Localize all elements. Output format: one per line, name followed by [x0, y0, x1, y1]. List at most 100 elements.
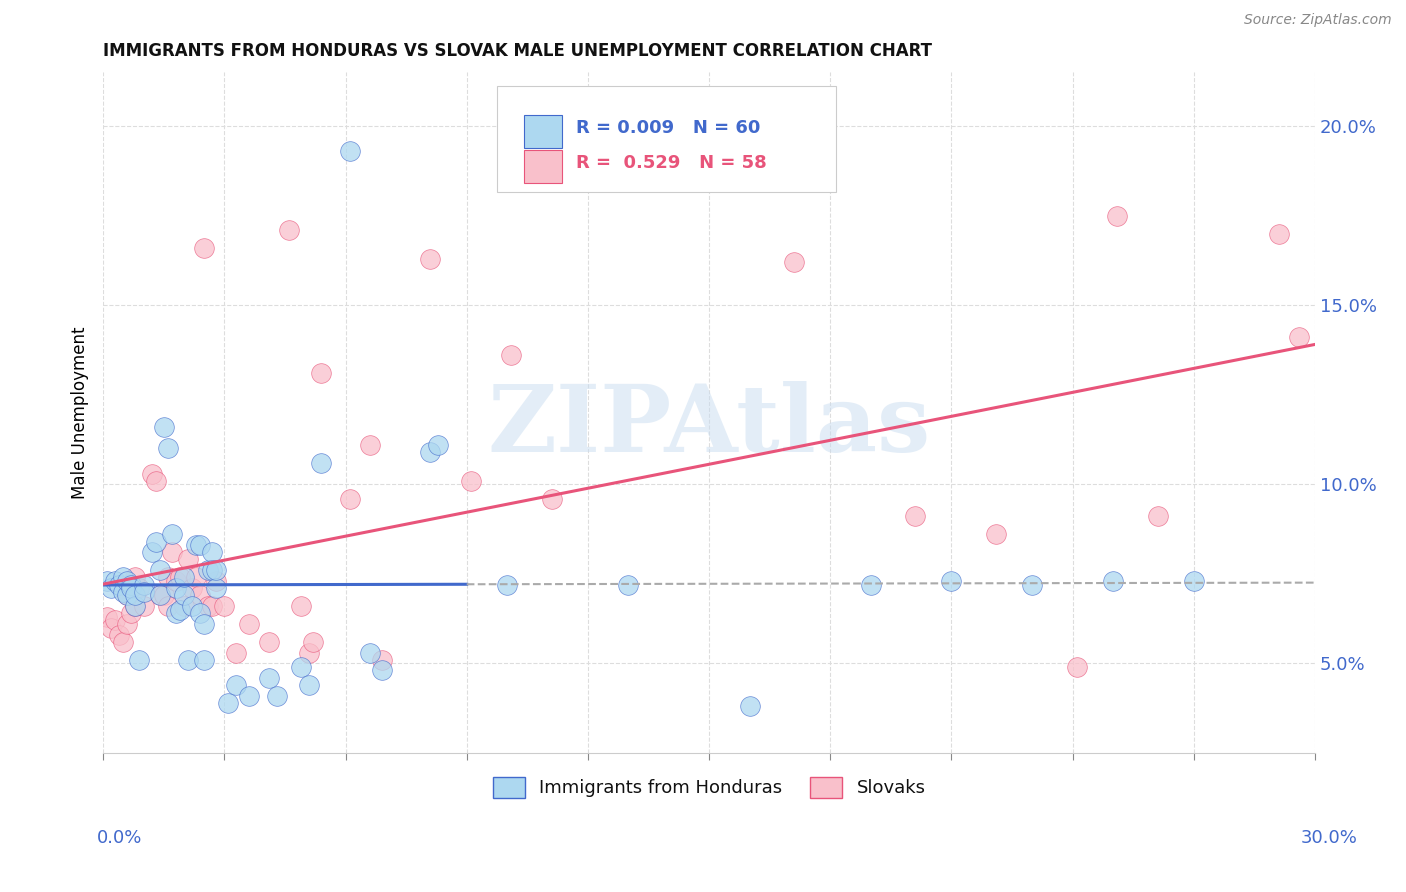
Point [173, 599, 195, 613]
Point [169, 570, 191, 584]
Point [152, 588, 174, 602]
Point [298, 678, 321, 692]
Point [117, 574, 139, 588]
Point [371, 664, 394, 678]
Point [205, 581, 228, 595]
Point [501, 348, 523, 362]
Text: 0.0%: 0.0% [97, 829, 142, 847]
Point [496, 577, 519, 591]
Point [311, 456, 333, 470]
Point [214, 599, 236, 613]
Point [859, 577, 882, 591]
Point [112, 584, 135, 599]
Point [1182, 574, 1205, 588]
Point [108, 628, 131, 642]
Y-axis label: Male Unemployment: Male Unemployment [72, 326, 89, 499]
Point [1102, 574, 1125, 588]
Point [165, 581, 187, 595]
Point [1267, 227, 1289, 241]
Point [141, 545, 163, 559]
Point [149, 588, 172, 602]
Text: IMMIGRANTS FROM HONDURAS VS SLOVAK MALE UNEMPLOYMENT CORRELATION CHART: IMMIGRANTS FROM HONDURAS VS SLOVAK MALE … [103, 42, 932, 60]
Point [124, 570, 146, 584]
Point [169, 602, 191, 616]
Point [96, 574, 118, 588]
Point [201, 545, 224, 559]
Point [165, 606, 187, 620]
Point [112, 635, 135, 649]
Point [201, 599, 224, 613]
Point [124, 599, 146, 613]
Point [266, 689, 288, 703]
Point [108, 577, 131, 591]
Text: 30.0%: 30.0% [1301, 829, 1357, 847]
Point [104, 574, 127, 588]
Point [160, 545, 183, 559]
Point [193, 616, 215, 631]
Point [120, 606, 142, 620]
Point [278, 223, 301, 237]
Point [124, 599, 146, 613]
Point [181, 581, 204, 595]
Point [173, 588, 195, 602]
Point [298, 646, 321, 660]
Point [1146, 509, 1168, 524]
Point [120, 577, 142, 591]
Point [132, 584, 155, 599]
Point [371, 653, 394, 667]
Point [201, 563, 224, 577]
Point [738, 699, 761, 714]
Point [290, 660, 312, 674]
Point [177, 653, 200, 667]
Point [617, 577, 640, 591]
Point [205, 574, 228, 588]
Point [120, 581, 142, 595]
Point [149, 588, 172, 602]
Point [156, 570, 179, 584]
Point [290, 599, 312, 613]
Point [128, 581, 150, 595]
Point [225, 678, 247, 692]
Point [302, 635, 325, 649]
Point [141, 467, 163, 481]
Point [225, 646, 247, 660]
Point [173, 570, 195, 584]
Point [984, 527, 1007, 541]
Point [427, 438, 450, 452]
Point [339, 491, 361, 506]
Point [165, 574, 187, 588]
Point [217, 696, 239, 710]
Point [238, 689, 260, 703]
Point [117, 588, 139, 602]
Point [460, 474, 482, 488]
Point [359, 438, 381, 452]
Point [193, 241, 215, 255]
Point [156, 442, 179, 456]
Point [152, 420, 174, 434]
Point [783, 255, 806, 269]
Point [132, 577, 155, 591]
Point [1288, 330, 1310, 344]
Point [181, 599, 204, 613]
Text: Source: ZipAtlas.com: Source: ZipAtlas.com [1244, 13, 1392, 28]
Point [120, 581, 142, 595]
Point [96, 609, 118, 624]
Point [1066, 660, 1088, 674]
Text: R = 0.009   N = 60: R = 0.009 N = 60 [576, 119, 761, 137]
Text: R =  0.529   N = 58: R = 0.529 N = 58 [576, 154, 766, 172]
Point [156, 599, 179, 613]
Point [205, 563, 228, 577]
Point [1021, 577, 1043, 591]
Point [238, 616, 260, 631]
Point [339, 145, 361, 159]
Point [104, 613, 127, 627]
Point [359, 646, 381, 660]
Point [257, 671, 280, 685]
Point [184, 538, 207, 552]
Point [112, 570, 135, 584]
Point [188, 606, 211, 620]
Point [941, 574, 963, 588]
Point [112, 581, 135, 595]
Point [132, 599, 155, 613]
Point [177, 552, 200, 566]
